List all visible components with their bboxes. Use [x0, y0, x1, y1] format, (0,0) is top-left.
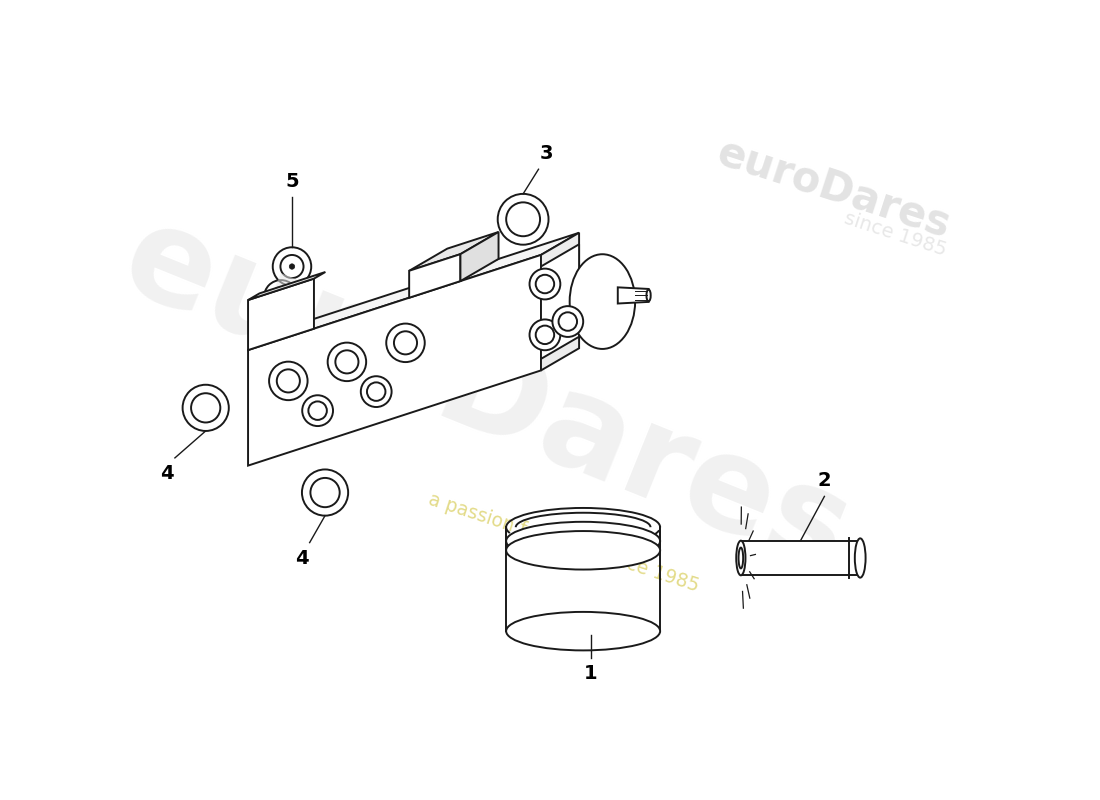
Ellipse shape	[570, 254, 635, 349]
Polygon shape	[249, 278, 313, 350]
Polygon shape	[541, 244, 579, 359]
Text: 1: 1	[584, 664, 597, 683]
Polygon shape	[541, 233, 579, 370]
Ellipse shape	[302, 395, 333, 426]
Polygon shape	[461, 232, 498, 281]
Text: 5: 5	[285, 172, 299, 191]
Ellipse shape	[386, 323, 425, 362]
Polygon shape	[618, 287, 649, 303]
Text: euroDares: euroDares	[106, 193, 868, 600]
Text: 4: 4	[295, 549, 309, 567]
Ellipse shape	[277, 370, 300, 393]
Ellipse shape	[328, 342, 366, 381]
Ellipse shape	[394, 331, 417, 354]
Ellipse shape	[336, 350, 359, 374]
Polygon shape	[249, 233, 579, 350]
Text: 3: 3	[539, 144, 553, 163]
Ellipse shape	[738, 548, 744, 568]
Ellipse shape	[536, 274, 554, 294]
Polygon shape	[409, 254, 461, 298]
Text: 2: 2	[817, 471, 832, 490]
Ellipse shape	[506, 522, 660, 560]
Ellipse shape	[270, 362, 308, 400]
Polygon shape	[249, 255, 541, 466]
Ellipse shape	[647, 290, 651, 302]
Ellipse shape	[855, 538, 866, 578]
Text: euroDares: euroDares	[712, 131, 955, 246]
Ellipse shape	[536, 326, 554, 344]
Ellipse shape	[361, 376, 392, 407]
Ellipse shape	[506, 531, 660, 570]
Polygon shape	[409, 232, 498, 271]
Ellipse shape	[529, 269, 560, 299]
Ellipse shape	[736, 541, 746, 575]
Polygon shape	[249, 272, 326, 300]
Text: a passion for parts since 1985: a passion for parts since 1985	[426, 490, 702, 595]
Ellipse shape	[367, 382, 385, 401]
Polygon shape	[741, 541, 860, 575]
Ellipse shape	[559, 312, 578, 330]
Text: since 1985: since 1985	[842, 209, 948, 260]
Ellipse shape	[289, 264, 295, 270]
Text: 4: 4	[161, 464, 174, 482]
Ellipse shape	[308, 402, 327, 420]
Ellipse shape	[506, 612, 660, 650]
Ellipse shape	[552, 306, 583, 337]
Ellipse shape	[529, 319, 560, 350]
